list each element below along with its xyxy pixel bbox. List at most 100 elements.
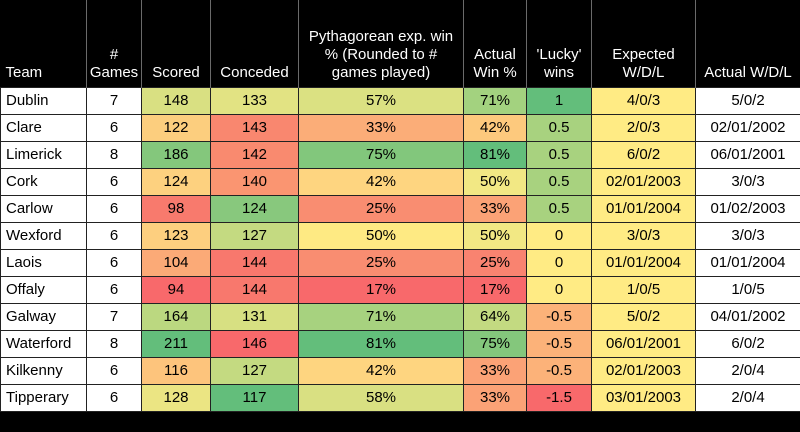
cell-team[interactable]: Waterford bbox=[0, 329, 87, 358]
cell-actual-win[interactable]: 75% bbox=[463, 329, 527, 358]
cell-conceded[interactable]: 133 bbox=[210, 86, 299, 115]
cell-pythagorean[interactable]: 17% bbox=[298, 275, 464, 304]
cell-conceded[interactable]: 144 bbox=[210, 248, 299, 277]
cell-games[interactable]: 8 bbox=[86, 329, 142, 358]
cell-actual-wdl[interactable]: 06/01/2001 bbox=[695, 140, 800, 169]
cell-team[interactable]: Cork bbox=[0, 167, 87, 196]
cell-scored[interactable]: 122 bbox=[141, 113, 211, 142]
cell-pythagorean[interactable]: 71% bbox=[298, 302, 464, 331]
cell-games[interactable]: 8 bbox=[86, 140, 142, 169]
header-actual-win[interactable]: Actual Win % bbox=[463, 0, 527, 87]
cell-conceded[interactable]: 117 bbox=[210, 383, 299, 412]
cell-actual-wdl[interactable]: 01/01/2004 bbox=[695, 248, 800, 277]
cell-actual-win[interactable]: 33% bbox=[463, 194, 527, 223]
cell-expected-wdl[interactable]: 01/01/2004 bbox=[591, 194, 696, 223]
cell-team[interactable]: Offaly bbox=[0, 275, 87, 304]
cell-lucky-wins[interactable]: -1.5 bbox=[526, 383, 592, 412]
cell-team[interactable]: Limerick bbox=[0, 140, 87, 169]
cell-team[interactable]: Dublin bbox=[0, 86, 87, 115]
cell-scored[interactable]: 123 bbox=[141, 221, 211, 250]
cell-actual-wdl[interactable]: 6/0/2 bbox=[695, 329, 800, 358]
cell-actual-win[interactable]: 64% bbox=[463, 302, 527, 331]
header-team[interactable]: Team bbox=[0, 0, 87, 87]
cell-pythagorean[interactable]: 25% bbox=[298, 194, 464, 223]
cell-scored[interactable]: 124 bbox=[141, 167, 211, 196]
header-scored[interactable]: Scored bbox=[141, 0, 211, 87]
cell-lucky-wins[interactable]: 1 bbox=[526, 86, 592, 115]
cell-actual-wdl[interactable]: 5/0/2 bbox=[695, 86, 800, 115]
header-games[interactable]: # Games bbox=[86, 0, 142, 87]
cell-lucky-wins[interactable]: 0.5 bbox=[526, 194, 592, 223]
cell-actual-win[interactable]: 50% bbox=[463, 167, 527, 196]
cell-conceded[interactable]: 127 bbox=[210, 221, 299, 250]
cell-actual-win[interactable]: 33% bbox=[463, 383, 527, 412]
cell-actual-wdl[interactable]: 3/0/3 bbox=[695, 221, 800, 250]
cell-lucky-wins[interactable]: 0.5 bbox=[526, 140, 592, 169]
cell-games[interactable]: 6 bbox=[86, 221, 142, 250]
cell-actual-win[interactable]: 33% bbox=[463, 356, 527, 385]
cell-team[interactable]: Carlow bbox=[0, 194, 87, 223]
cell-pythagorean[interactable]: 42% bbox=[298, 167, 464, 196]
cell-actual-wdl[interactable]: 04/01/2002 bbox=[695, 302, 800, 331]
cell-pythagorean[interactable]: 25% bbox=[298, 248, 464, 277]
cell-pythagorean[interactable]: 58% bbox=[298, 383, 464, 412]
cell-scored[interactable]: 98 bbox=[141, 194, 211, 223]
cell-conceded[interactable]: 140 bbox=[210, 167, 299, 196]
cell-expected-wdl[interactable]: 06/01/2001 bbox=[591, 329, 696, 358]
cell-games[interactable]: 6 bbox=[86, 383, 142, 412]
header-pythagorean[interactable]: Pythagorean exp. win % (Rounded to # gam… bbox=[298, 0, 464, 87]
cell-expected-wdl[interactable]: 02/01/2003 bbox=[591, 356, 696, 385]
cell-actual-wdl[interactable]: 3/0/3 bbox=[695, 167, 800, 196]
cell-pythagorean[interactable]: 33% bbox=[298, 113, 464, 142]
cell-games[interactable]: 6 bbox=[86, 275, 142, 304]
cell-conceded[interactable]: 144 bbox=[210, 275, 299, 304]
cell-actual-win[interactable]: 71% bbox=[463, 86, 527, 115]
cell-actual-wdl[interactable]: 01/02/2003 bbox=[695, 194, 800, 223]
cell-actual-wdl[interactable]: 2/0/4 bbox=[695, 383, 800, 412]
cell-lucky-wins[interactable]: 0.5 bbox=[526, 113, 592, 142]
cell-expected-wdl[interactable]: 6/0/2 bbox=[591, 140, 696, 169]
cell-expected-wdl[interactable]: 4/0/3 bbox=[591, 86, 696, 115]
cell-conceded[interactable]: 127 bbox=[210, 356, 299, 385]
cell-actual-wdl[interactable]: 02/01/2002 bbox=[695, 113, 800, 142]
header-expected-wdl[interactable]: Expected W/D/L bbox=[591, 0, 696, 87]
cell-actual-wdl[interactable]: 1/0/5 bbox=[695, 275, 800, 304]
cell-scored[interactable]: 148 bbox=[141, 86, 211, 115]
cell-pythagorean[interactable]: 50% bbox=[298, 221, 464, 250]
cell-lucky-wins[interactable]: -0.5 bbox=[526, 329, 592, 358]
cell-expected-wdl[interactable]: 02/01/2003 bbox=[591, 167, 696, 196]
cell-actual-win[interactable]: 81% bbox=[463, 140, 527, 169]
cell-team[interactable]: Clare bbox=[0, 113, 87, 142]
cell-games[interactable]: 6 bbox=[86, 248, 142, 277]
cell-games[interactable]: 7 bbox=[86, 302, 142, 331]
cell-conceded[interactable]: 146 bbox=[210, 329, 299, 358]
cell-expected-wdl[interactable]: 5/0/2 bbox=[591, 302, 696, 331]
cell-scored[interactable]: 128 bbox=[141, 383, 211, 412]
cell-lucky-wins[interactable]: 0 bbox=[526, 275, 592, 304]
cell-expected-wdl[interactable]: 01/01/2004 bbox=[591, 248, 696, 277]
header-actual-wdl[interactable]: Actual W/D/L bbox=[695, 0, 800, 87]
cell-team[interactable]: Tipperary bbox=[0, 383, 87, 412]
cell-lucky-wins[interactable]: -0.5 bbox=[526, 356, 592, 385]
cell-games[interactable]: 6 bbox=[86, 194, 142, 223]
cell-conceded[interactable]: 131 bbox=[210, 302, 299, 331]
header-conceded[interactable]: Conceded bbox=[210, 0, 299, 87]
cell-actual-win[interactable]: 50% bbox=[463, 221, 527, 250]
cell-expected-wdl[interactable]: 2/0/3 bbox=[591, 113, 696, 142]
cell-scored[interactable]: 186 bbox=[141, 140, 211, 169]
cell-expected-wdl[interactable]: 3/0/3 bbox=[591, 221, 696, 250]
cell-lucky-wins[interactable]: 0 bbox=[526, 221, 592, 250]
cell-conceded[interactable]: 142 bbox=[210, 140, 299, 169]
cell-lucky-wins[interactable]: 0.5 bbox=[526, 167, 592, 196]
header-lucky-wins[interactable]: 'Lucky' wins bbox=[526, 0, 592, 87]
cell-scored[interactable]: 116 bbox=[141, 356, 211, 385]
cell-scored[interactable]: 94 bbox=[141, 275, 211, 304]
cell-pythagorean[interactable]: 57% bbox=[298, 86, 464, 115]
cell-pythagorean[interactable]: 42% bbox=[298, 356, 464, 385]
cell-scored[interactable]: 164 bbox=[141, 302, 211, 331]
cell-team[interactable]: Wexford bbox=[0, 221, 87, 250]
cell-games[interactable]: 6 bbox=[86, 167, 142, 196]
cell-actual-win[interactable]: 42% bbox=[463, 113, 527, 142]
cell-scored[interactable]: 104 bbox=[141, 248, 211, 277]
cell-actual-win[interactable]: 25% bbox=[463, 248, 527, 277]
